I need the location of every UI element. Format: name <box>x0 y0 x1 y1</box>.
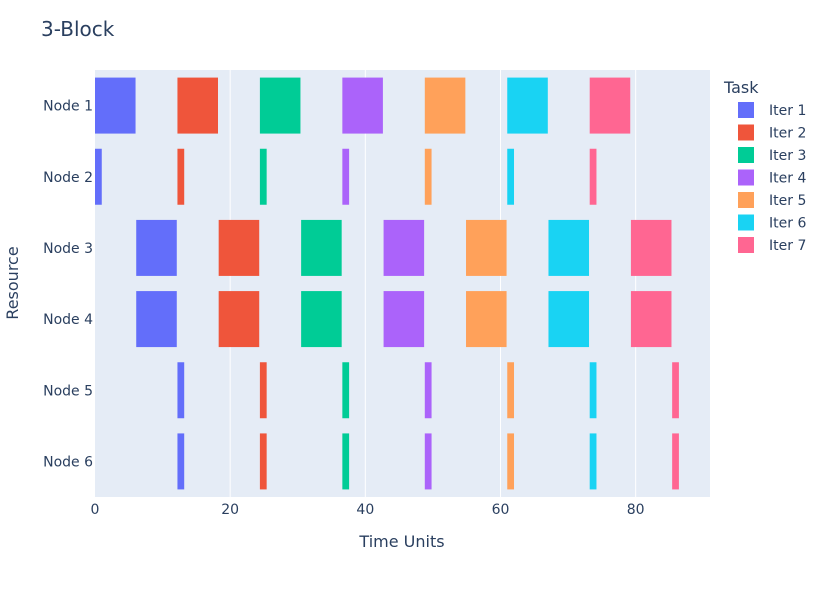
y-tick-label: Node 3 <box>43 241 93 257</box>
bar-iter-2-node-6[interactable] <box>259 433 267 490</box>
bar-iter-6-node-4[interactable] <box>548 291 590 348</box>
bar-iter-2-node-5[interactable] <box>259 362 267 419</box>
bar-iter-6-node-2[interactable] <box>507 148 515 205</box>
legend-label-iter-3[interactable]: Iter 3 <box>769 148 806 164</box>
bar-iter-1-node-3[interactable] <box>136 219 177 276</box>
bar-iter-3-node-2[interactable] <box>259 148 267 205</box>
bar-iter-6-node-5[interactable] <box>589 362 597 419</box>
x-tick-label: 80 <box>627 502 645 518</box>
bar-iter-3-node-3[interactable] <box>301 219 342 276</box>
legend-swatch-iter-5[interactable] <box>738 192 754 208</box>
legend-swatch-iter-7[interactable] <box>738 237 754 253</box>
y-tick-labels: Node 1 Node 2 Node 3 Node 4 Node 5 Node 6 <box>43 99 93 471</box>
legend-label-iter-6[interactable]: Iter 6 <box>769 216 806 232</box>
x-tick-label: 20 <box>221 502 239 518</box>
y-tick-label: Node 6 <box>43 454 93 470</box>
bar-iter-6-node-3[interactable] <box>548 219 590 276</box>
bar-iter-6-node-6[interactable] <box>589 433 597 490</box>
bar-iter-4-node-5[interactable] <box>424 362 432 419</box>
bars <box>95 77 679 490</box>
bar-iter-3-node-1[interactable] <box>259 77 301 134</box>
bar-iter-7-node-1[interactable] <box>589 77 631 134</box>
legend-label-iter-4[interactable]: Iter 4 <box>769 171 806 187</box>
bar-iter-4-node-4[interactable] <box>383 291 425 348</box>
legend-swatch-iter-6[interactable] <box>738 214 754 231</box>
bar-iter-4-node-1[interactable] <box>342 77 383 134</box>
plot-area <box>95 70 710 497</box>
bar-iter-1-node-1[interactable] <box>95 77 136 134</box>
chart-title: 3-Block <box>41 17 115 41</box>
legend-title: Task <box>723 78 759 97</box>
bar-iter-2-node-3[interactable] <box>218 219 260 276</box>
x-tick-label: 0 <box>91 502 100 518</box>
bar-iter-7-node-4[interactable] <box>630 291 672 348</box>
legend-label-iter-5[interactable]: Iter 5 <box>769 193 806 209</box>
bar-iter-3-node-5[interactable] <box>342 362 350 419</box>
bar-iter-1-node-5[interactable] <box>177 362 185 419</box>
bar-iter-7-node-3[interactable] <box>630 219 672 276</box>
bar-iter-5-node-1[interactable] <box>424 77 466 134</box>
legend-swatch-iter-3[interactable] <box>738 147 754 163</box>
bar-iter-3-node-6[interactable] <box>342 433 350 490</box>
legend-label-iter-1[interactable]: Iter 1 <box>769 103 806 119</box>
bar-iter-7-node-5[interactable] <box>672 362 679 419</box>
legend-label-iter-2[interactable]: Iter 2 <box>769 126 806 142</box>
x-tick-labels: 0 20 40 60 80 <box>91 502 645 518</box>
bar-iter-1-node-6[interactable] <box>177 433 185 490</box>
bar-iter-4-node-3[interactable] <box>383 219 425 276</box>
legend-swatch-iter-2[interactable] <box>738 124 754 141</box>
bar-iter-5-node-3[interactable] <box>466 219 507 276</box>
y-tick-label: Node 5 <box>43 383 93 399</box>
bar-iter-4-node-6[interactable] <box>424 433 432 490</box>
x-tick-label: 60 <box>492 502 510 518</box>
bar-iter-4-node-2[interactable] <box>342 148 350 205</box>
y-tick-label: Node 2 <box>43 170 93 186</box>
bar-iter-5-node-2[interactable] <box>424 148 432 205</box>
bar-iter-6-node-1[interactable] <box>507 77 548 134</box>
y-tick-label: Node 4 <box>43 312 93 328</box>
bar-iter-1-node-4[interactable] <box>136 291 177 348</box>
x-axis-title: Time Units <box>358 532 444 551</box>
y-axis-title: Resource <box>3 246 22 319</box>
legend-label-iter-7[interactable]: Iter 7 <box>769 238 806 254</box>
y-tick-label: Node 1 <box>43 99 93 115</box>
bar-iter-7-node-6[interactable] <box>672 433 679 490</box>
bar-iter-2-node-1[interactable] <box>177 77 218 134</box>
bar-iter-5-node-5[interactable] <box>507 362 515 419</box>
bar-iter-5-node-6[interactable] <box>507 433 515 490</box>
bar-iter-3-node-4[interactable] <box>301 291 342 348</box>
bar-iter-2-node-2[interactable] <box>177 148 185 205</box>
legend: Task Iter 1 Iter 2 Iter 3 Iter 4 Iter 5 Iter … <box>723 78 806 254</box>
gridlines <box>229 70 637 497</box>
bar-iter-5-node-4[interactable] <box>466 291 507 348</box>
bar-iter-7-node-2[interactable] <box>589 148 597 205</box>
legend-swatch-iter-1[interactable] <box>738 102 754 118</box>
legend-swatch-iter-4[interactable] <box>738 169 754 186</box>
bar-iter-1-node-2[interactable] <box>95 148 102 205</box>
x-tick-label: 40 <box>356 502 374 518</box>
bar-iter-2-node-4[interactable] <box>218 291 260 348</box>
